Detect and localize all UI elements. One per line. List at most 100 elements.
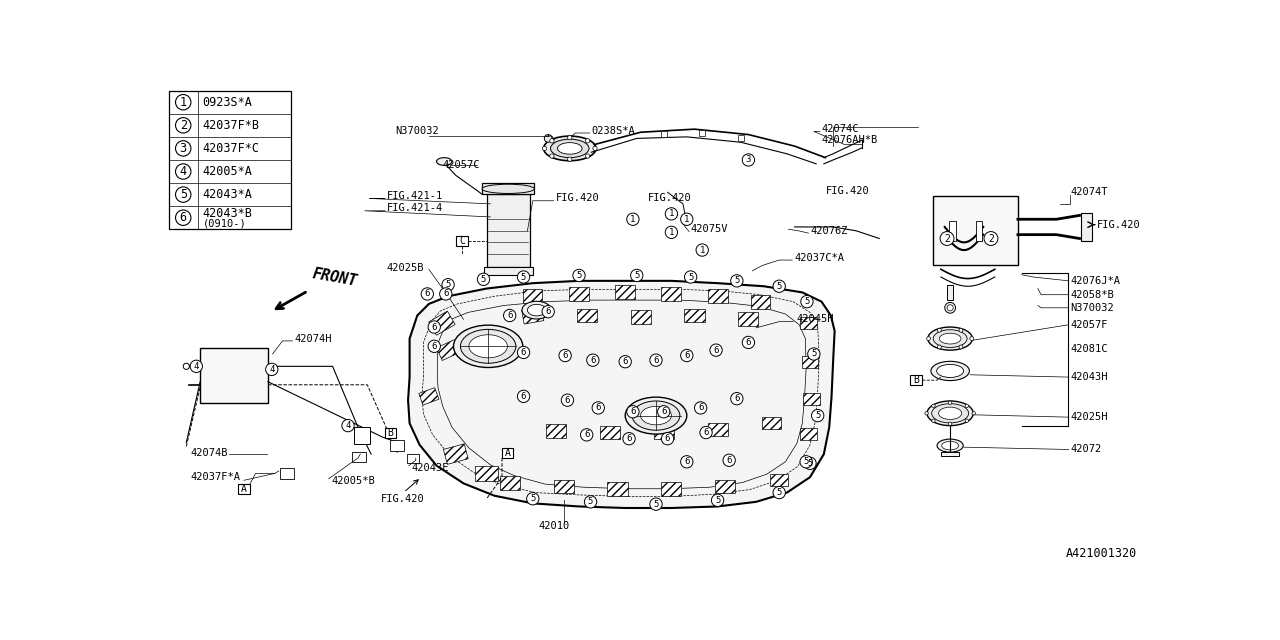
- Circle shape: [804, 457, 817, 470]
- Ellipse shape: [928, 327, 973, 350]
- Bar: [352, 452, 366, 462]
- Text: FIG.420: FIG.420: [1097, 220, 1140, 230]
- Circle shape: [517, 346, 530, 358]
- Circle shape: [567, 136, 572, 140]
- Circle shape: [544, 134, 552, 142]
- Text: 5: 5: [530, 494, 535, 503]
- Circle shape: [937, 345, 941, 349]
- Bar: [654, 426, 673, 440]
- Circle shape: [567, 157, 572, 161]
- Bar: [751, 294, 771, 308]
- Text: 42074C: 42074C: [822, 124, 859, 134]
- Circle shape: [948, 422, 952, 426]
- Text: 42005*B: 42005*B: [332, 476, 375, 486]
- Text: 42074B: 42074B: [191, 447, 228, 458]
- Text: 5: 5: [179, 188, 187, 201]
- Circle shape: [421, 288, 434, 300]
- Text: 5: 5: [634, 271, 640, 280]
- Circle shape: [945, 303, 956, 313]
- Circle shape: [932, 419, 936, 422]
- Circle shape: [549, 139, 554, 143]
- Text: 5: 5: [815, 411, 820, 420]
- Bar: [355, 427, 370, 444]
- Bar: [801, 356, 818, 368]
- Text: A: A: [504, 447, 511, 458]
- Circle shape: [965, 419, 969, 422]
- Circle shape: [559, 349, 571, 362]
- Circle shape: [620, 356, 631, 368]
- Text: 42025B: 42025B: [387, 263, 424, 273]
- Text: 5: 5: [812, 349, 817, 358]
- Bar: [545, 424, 566, 438]
- Circle shape: [662, 433, 673, 445]
- Circle shape: [681, 456, 692, 468]
- Circle shape: [543, 147, 547, 150]
- Bar: [950, 221, 956, 241]
- Bar: [699, 130, 705, 136]
- Ellipse shape: [932, 404, 969, 423]
- Text: 6: 6: [564, 396, 570, 404]
- Circle shape: [666, 226, 677, 239]
- Text: 42057C: 42057C: [442, 161, 480, 170]
- Circle shape: [658, 406, 669, 418]
- Ellipse shape: [468, 335, 507, 358]
- Ellipse shape: [937, 439, 964, 452]
- Circle shape: [503, 309, 516, 322]
- Text: 0923S*A: 0923S*A: [202, 96, 252, 109]
- Text: C: C: [460, 236, 465, 246]
- Circle shape: [801, 296, 813, 308]
- Circle shape: [696, 244, 708, 256]
- Ellipse shape: [927, 401, 973, 426]
- Bar: [384, 428, 396, 438]
- Text: 1: 1: [630, 215, 636, 224]
- Text: 4: 4: [179, 165, 187, 178]
- Circle shape: [623, 433, 635, 445]
- Text: 42025H: 42025H: [1070, 412, 1107, 422]
- Text: 6: 6: [545, 307, 550, 316]
- Text: FIG.420: FIG.420: [826, 186, 869, 196]
- Circle shape: [562, 394, 573, 406]
- Circle shape: [965, 404, 969, 408]
- PathPatch shape: [408, 281, 835, 508]
- Circle shape: [959, 345, 963, 349]
- Text: 1: 1: [668, 209, 675, 218]
- Text: 6: 6: [622, 357, 628, 366]
- Text: 42043*A: 42043*A: [202, 188, 252, 201]
- Circle shape: [773, 486, 786, 499]
- Text: FIG.420: FIG.420: [648, 193, 692, 204]
- Text: 6: 6: [630, 407, 636, 416]
- Ellipse shape: [461, 330, 516, 364]
- Text: 1: 1: [699, 246, 705, 255]
- Text: FIG.420: FIG.420: [381, 494, 425, 504]
- Circle shape: [947, 305, 954, 311]
- Text: 5: 5: [653, 500, 659, 509]
- Circle shape: [175, 95, 191, 110]
- Bar: [169, 91, 291, 229]
- Text: 1: 1: [684, 215, 690, 224]
- Circle shape: [723, 454, 735, 467]
- Text: 6: 6: [590, 356, 595, 365]
- Bar: [708, 422, 727, 436]
- Circle shape: [631, 269, 643, 282]
- Ellipse shape: [550, 139, 589, 157]
- Circle shape: [593, 147, 598, 150]
- Circle shape: [927, 337, 931, 340]
- Text: 6: 6: [584, 430, 589, 439]
- Circle shape: [191, 360, 202, 372]
- Text: 5: 5: [588, 497, 593, 506]
- Circle shape: [526, 493, 539, 505]
- Text: B: B: [914, 375, 919, 385]
- Text: 42043*B: 42043*B: [202, 207, 252, 220]
- Bar: [570, 287, 589, 301]
- Bar: [522, 307, 544, 324]
- Text: FIG.421-1: FIG.421-1: [387, 191, 443, 201]
- Circle shape: [812, 410, 824, 422]
- Text: 1: 1: [668, 228, 675, 237]
- Text: A421001320: A421001320: [1066, 547, 1137, 561]
- Bar: [977, 221, 983, 241]
- Bar: [708, 289, 727, 303]
- Bar: [390, 440, 404, 451]
- Circle shape: [925, 412, 928, 415]
- Text: 3: 3: [746, 156, 751, 164]
- Ellipse shape: [937, 364, 964, 378]
